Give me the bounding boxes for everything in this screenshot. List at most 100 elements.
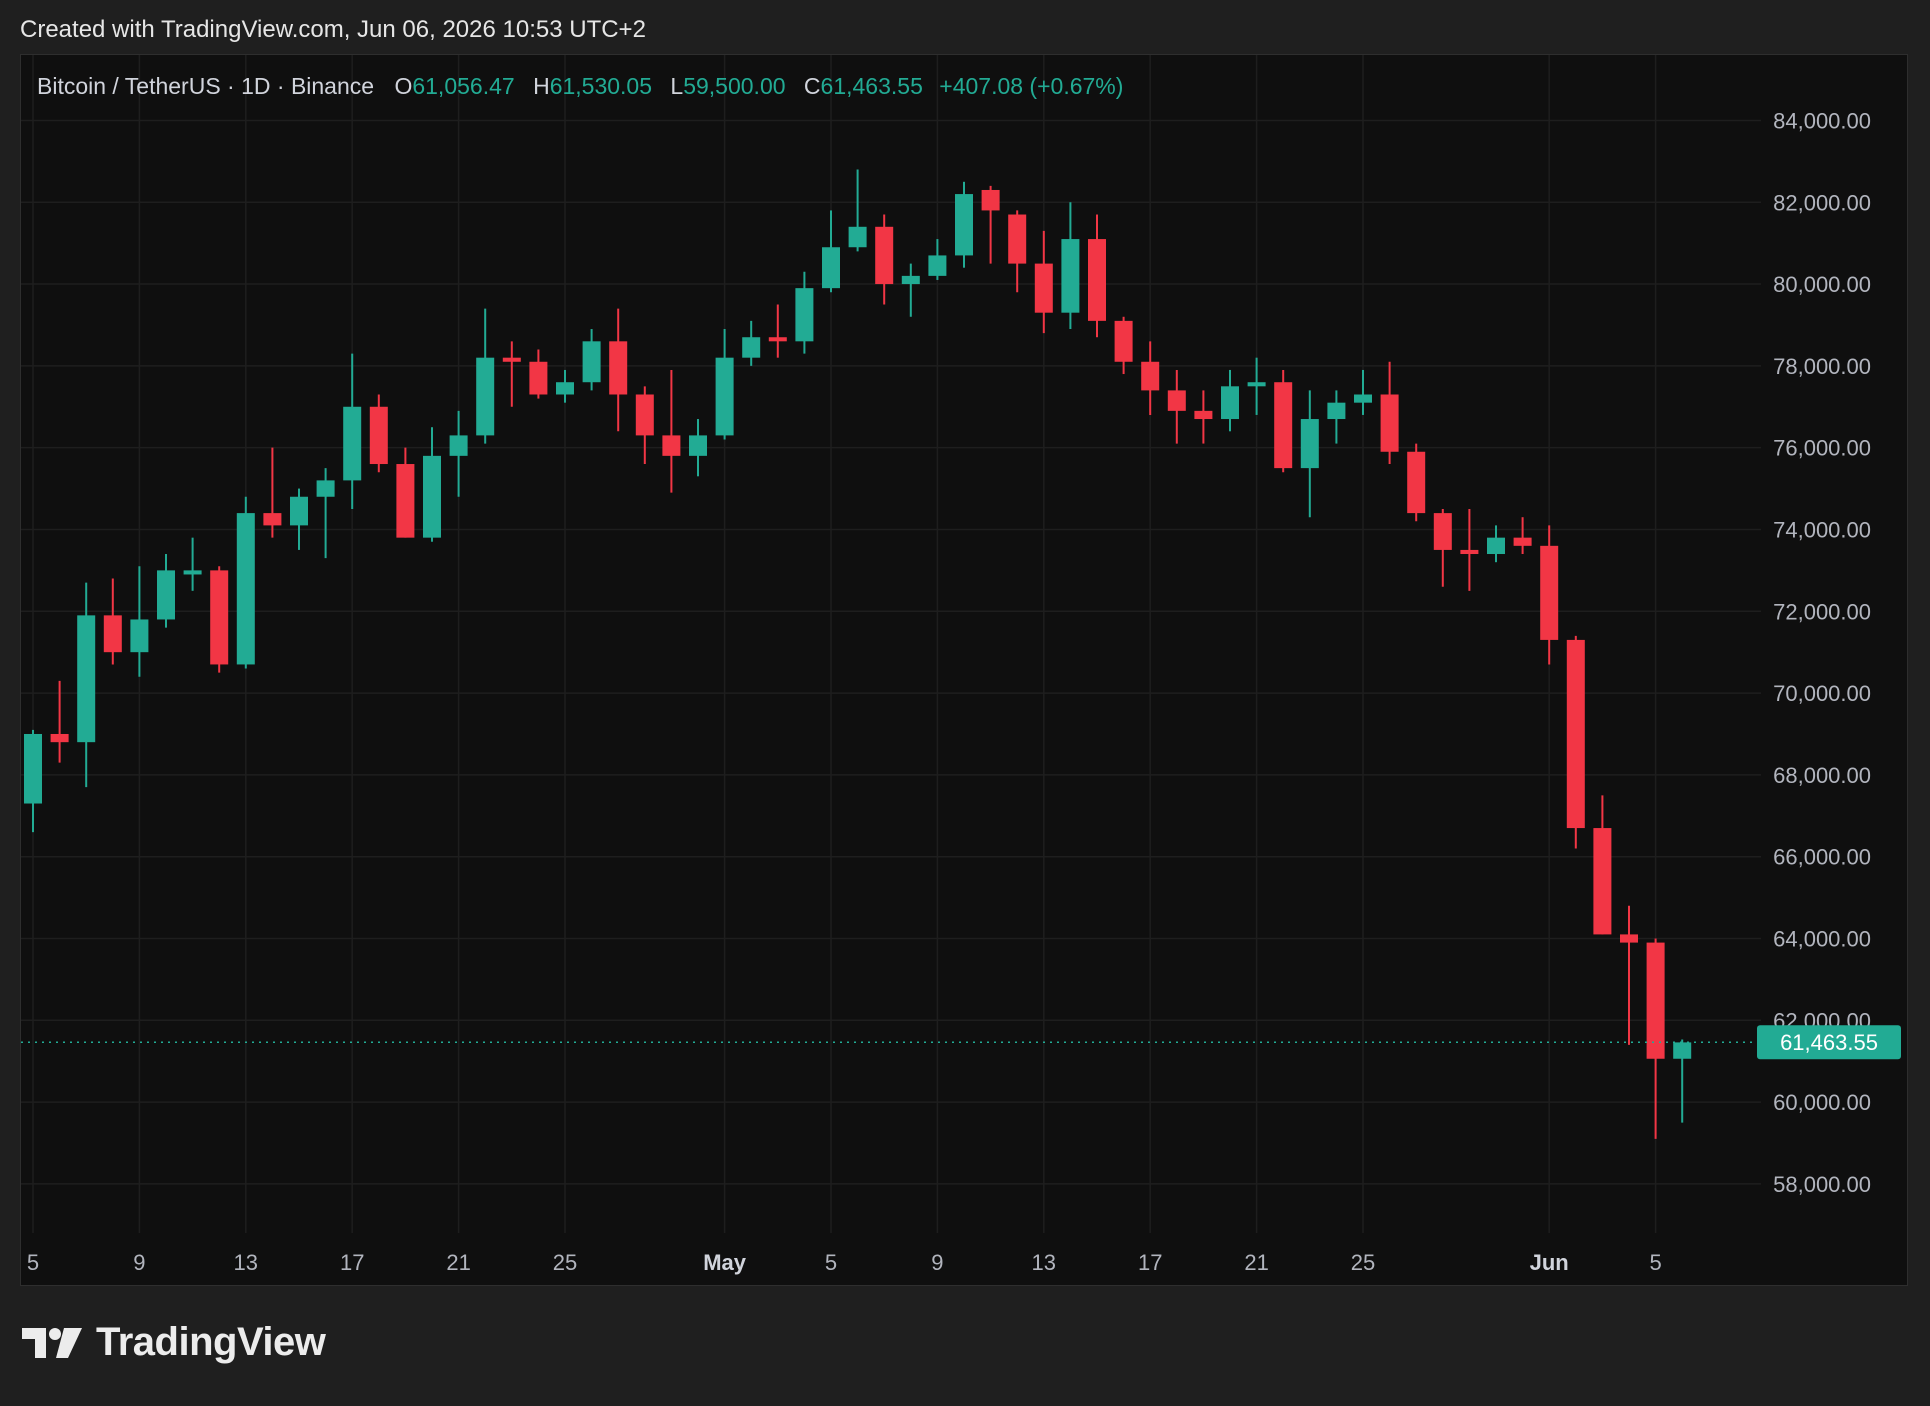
- candle-body: [236, 513, 255, 665]
- price-tick-label: 58,000.00: [1773, 1172, 1871, 1197]
- time-tick-label: 17: [1138, 1250, 1162, 1275]
- created-with-text: Created with TradingView.com, Jun 06, 20…: [20, 16, 646, 43]
- price-tick-label: 74,000.00: [1773, 517, 1871, 542]
- low-label: L: [670, 73, 684, 99]
- candle-body: [1088, 239, 1106, 321]
- candle-body: [928, 255, 947, 276]
- candle-body: [1566, 639, 1585, 829]
- candle-body: [1646, 942, 1665, 1059]
- candle-body: [77, 615, 96, 743]
- candle-body: [1061, 239, 1080, 313]
- candle-body: [1540, 545, 1559, 640]
- time-tick-label: 5: [27, 1250, 39, 1275]
- candle-body: [183, 570, 202, 575]
- candlestick-chart[interactable]: 58,000.0060,000.0062,000.0064,000.0066,0…: [21, 55, 1907, 1285]
- price-tick-label: 64,000.00: [1773, 927, 1871, 952]
- candle-body: [1008, 214, 1027, 264]
- candle-body: [423, 455, 441, 538]
- candle-body: [290, 496, 308, 526]
- candle-body: [1593, 828, 1612, 935]
- candle-body: [635, 394, 654, 436]
- price-tick-label: 80,000.00: [1773, 272, 1871, 297]
- time-axis[interactable]: 5 9 13 17 21 25 May 5 9 13 17 21 25 Jun 5: [27, 1250, 1662, 1275]
- candle-body: [396, 464, 415, 538]
- time-tick-label: 9: [133, 1250, 145, 1275]
- time-tick-label: 13: [1032, 1250, 1056, 1275]
- symbol-legend: Bitcoin / TetherUS · 1D · Binance O61,05…: [37, 73, 1123, 100]
- symbol-name[interactable]: Bitcoin / TetherUS · 1D · Binance: [37, 73, 375, 99]
- chart-panel[interactable]: 58,000.00 60,000.00 62,000.00 64,000.00 66,0…: [20, 54, 1908, 1286]
- candle-body: [955, 194, 973, 256]
- candle-body: [1487, 537, 1505, 555]
- candle-body: [822, 247, 840, 289]
- price-tick-label: 66,000.00: [1773, 845, 1871, 870]
- time-tick-label: 21: [1244, 1250, 1268, 1275]
- candle-body: [130, 619, 149, 653]
- candle-body: [768, 337, 787, 342]
- candle-body: [1274, 382, 1293, 469]
- candle-body: [1247, 382, 1266, 387]
- tradingview-logo-icon: [22, 1327, 82, 1358]
- time-tick-label: 25: [1351, 1250, 1375, 1275]
- time-tick-label: 5: [1649, 1250, 1661, 1275]
- candle-body: [715, 357, 734, 436]
- candle-body: [1221, 386, 1239, 420]
- candle-body: [981, 189, 1000, 211]
- candle-body: [689, 435, 707, 456]
- time-tick-label: 13: [234, 1250, 258, 1275]
- candle-body: [1380, 394, 1399, 452]
- last-price-label: 61,463.55: [1780, 1030, 1878, 1055]
- candle-body: [157, 570, 175, 620]
- close-label: C: [803, 73, 821, 99]
- candle-body: [369, 406, 388, 465]
- candle-body: [50, 733, 69, 743]
- candle-body: [901, 275, 920, 285]
- candle-body: [1433, 513, 1452, 550]
- candle-body: [1620, 934, 1638, 943]
- candle-body: [502, 357, 521, 362]
- high-label: H: [533, 73, 550, 99]
- price-tick-label: 82,000.00: [1773, 190, 1871, 215]
- candle-body: [848, 226, 867, 248]
- candle-body: [343, 406, 362, 481]
- price-tick-label: 60,000.00: [1773, 1090, 1871, 1115]
- candle-body: [875, 226, 894, 285]
- price-tick-label: 72,000.00: [1773, 599, 1871, 624]
- time-tick-label: 5: [825, 1250, 837, 1275]
- candles-layer: [24, 169, 1692, 1139]
- candle-body: [210, 570, 229, 665]
- price-tick-label: 84,000.00: [1773, 108, 1871, 133]
- time-tick-label: 25: [553, 1250, 577, 1275]
- grid-lines: [21, 55, 1761, 1233]
- close-value: 61,463.55: [820, 73, 923, 99]
- candle-body: [556, 382, 574, 395]
- candle-body: [1167, 390, 1186, 411]
- candle-body: [1114, 320, 1133, 362]
- candle-body: [1407, 451, 1426, 514]
- time-tick-label: 17: [340, 1250, 364, 1275]
- candle-body: [103, 615, 122, 653]
- price-tick-label: 78,000.00: [1773, 354, 1871, 379]
- candle-body: [316, 480, 335, 497]
- candle-body: [1194, 410, 1213, 420]
- candle-body: [263, 513, 282, 526]
- candle-body: [1141, 361, 1160, 391]
- candle-body: [449, 435, 468, 456]
- price-axis[interactable]: 58,000.0060,000.0062,000.0064,000.0066,0…: [1773, 108, 1871, 1196]
- candle-body: [1034, 263, 1053, 313]
- candle-body: [1513, 537, 1532, 546]
- tradingview-brand[interactable]: TradingView: [22, 1320, 326, 1365]
- price-tick-label: 70,000.00: [1773, 681, 1871, 706]
- candle-body: [476, 357, 495, 436]
- candle-body: [795, 288, 814, 342]
- low-value: 59,500.00: [683, 73, 786, 99]
- open-value: 61,056.47: [412, 73, 515, 99]
- time-tick-label: May: [703, 1250, 747, 1275]
- last-price-box: [1757, 1025, 1901, 1060]
- candle-body: [529, 361, 548, 395]
- candle-body: [1673, 1042, 1692, 1059]
- time-tick-label: Jun: [1530, 1250, 1569, 1275]
- price-tick-label: 68,000.00: [1773, 763, 1871, 788]
- tradingview-wordmark: TradingView: [96, 1320, 326, 1364]
- candle-body: [1300, 419, 1319, 469]
